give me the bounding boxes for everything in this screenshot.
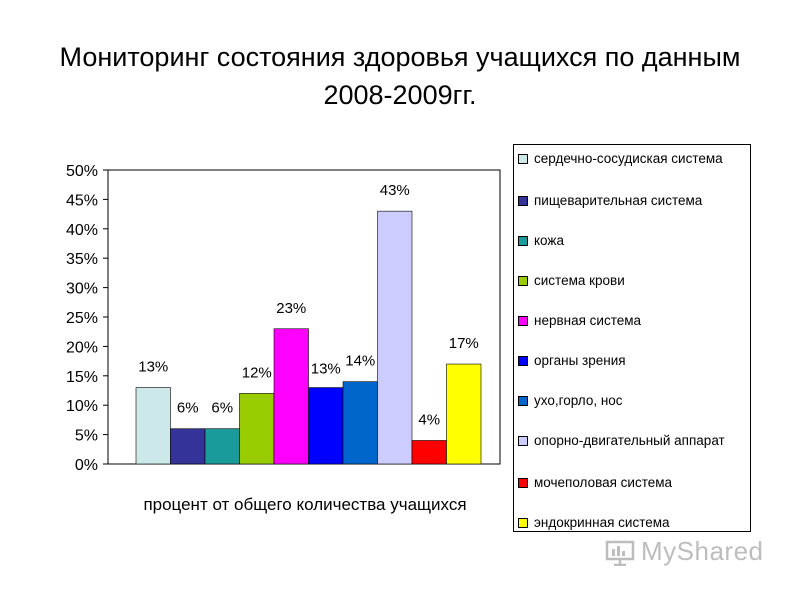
watermark-text: MyShared [641, 536, 764, 566]
data-labels: 13%6% 6%12%23%13% 14%43%4%17% [138, 182, 479, 428]
data-label: 43% [380, 182, 410, 199]
bar [273, 328, 309, 465]
data-label: 23% [276, 300, 306, 317]
legend-label: пищеварительная система [534, 193, 703, 208]
y-tick-labels: 0% 5% 10% 15% 20% 25% 30% 35% 40% 45% 50% [66, 163, 98, 474]
y-tick-label: 15% [66, 369, 98, 386]
legend-swatch [518, 316, 528, 326]
myshared-logo-icon [605, 540, 635, 566]
data-label: 4% [418, 411, 440, 428]
data-label: 13% [138, 359, 168, 376]
legend-label: опорно-двигательный аппарат [534, 433, 725, 448]
bar [204, 428, 240, 465]
y-tick-label: 25% [66, 310, 98, 327]
data-label: 6% [211, 400, 233, 417]
bar [377, 210, 413, 465]
data-label: 17% [449, 335, 479, 352]
y-tick-label: 0% [75, 457, 98, 474]
y-tick-label: 45% [66, 192, 98, 209]
bar [342, 381, 378, 465]
bar [446, 363, 482, 465]
y-tick-label: 30% [66, 281, 98, 298]
legend-swatch [518, 396, 528, 406]
bar [239, 393, 275, 465]
legend-label: эндокринная система [534, 515, 670, 530]
legend-swatch [518, 196, 528, 206]
legend-label: нервная система [534, 313, 642, 328]
legend-label: сердечно-сосудиская система [534, 151, 723, 166]
legend-label: органы зрения [534, 353, 626, 368]
data-label: 6% [177, 400, 199, 417]
chart-legend: сердечно-сосудиская система пищеварительн… [513, 144, 751, 532]
legend-swatch [518, 436, 528, 446]
legend-swatch [518, 478, 528, 488]
y-tick-label: 40% [66, 222, 98, 239]
bar [170, 428, 206, 465]
bar [411, 440, 447, 465]
legend-swatch [518, 356, 528, 366]
chart-title: Мониторинг состояния здоровья учащихся п… [59, 42, 741, 110]
bar [135, 387, 171, 465]
data-label: 12% [242, 364, 272, 381]
legend-swatch [518, 518, 528, 528]
legend-swatch [518, 276, 528, 286]
y-tick-label: 10% [66, 398, 98, 415]
data-label: 14% [345, 353, 375, 370]
bars [135, 210, 482, 465]
y-tick-label: 35% [66, 251, 98, 268]
bar [308, 387, 344, 465]
y-tick-label: 20% [66, 339, 98, 356]
legend-label: ухо,горло, нос [534, 393, 623, 408]
x-axis-label: процент от общего количества учащихся [143, 495, 466, 514]
legend-label: кожа [534, 233, 564, 248]
legend-swatch [518, 236, 528, 246]
data-label: 13% [311, 361, 341, 378]
y-tick-label: 5% [75, 428, 98, 445]
legend-label: система крови [534, 273, 625, 288]
legend-swatch [518, 154, 528, 164]
legend-label: мочеполовая система [534, 475, 673, 490]
y-tick-label: 50% [66, 163, 98, 180]
